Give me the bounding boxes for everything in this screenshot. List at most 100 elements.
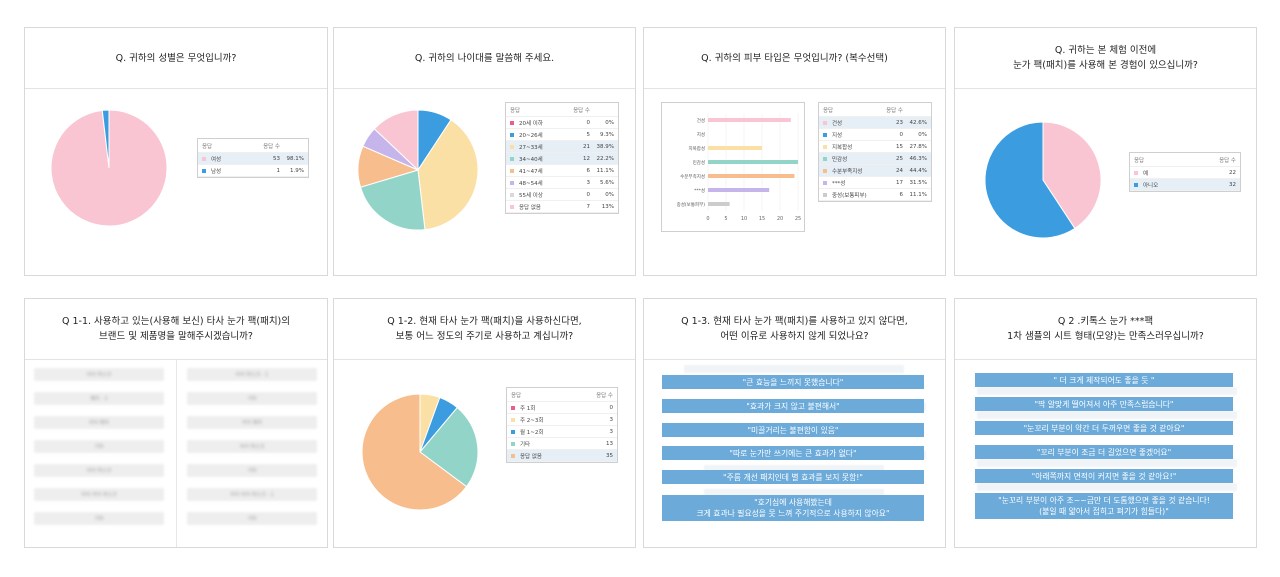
legend-count: 0 [586, 119, 591, 126]
blurred-brand-item: 아이 아이 마스크 - 1 [187, 488, 317, 501]
blurred-brand-item: 아이 패치 [187, 416, 317, 429]
legend-label: ***성 [832, 180, 846, 187]
blurred-brand-text: 아이 아이 마스크 - 1 [230, 492, 274, 498]
header-count: 응답 수 [573, 107, 590, 114]
x-tick-label: 0 [706, 216, 709, 222]
blurred-brand-text: 아이 패치 [89, 420, 109, 426]
blurred-brand-item: 아이 마스크 [187, 440, 317, 453]
table-row: 기타 13 [507, 438, 617, 450]
card-experience: Q. 귀하는 본 체험 이전에 눈가 팩(패치)를 사용해 본 경험이 있으십니… [954, 27, 1257, 276]
bar [708, 146, 762, 150]
question-header: Q. 귀하는 본 체험 이전에 눈가 팩(패치)를 사용해 본 경험이 있으십니… [955, 28, 1256, 89]
legend-count: 17 [896, 179, 903, 186]
legend-swatch [510, 132, 514, 137]
legend-count: 3 [609, 428, 614, 435]
header-response: 응답 [823, 107, 834, 114]
legend-percent: 9.3% [600, 131, 614, 138]
header-count: 응답 수 [1219, 157, 1236, 164]
legend-swatch [510, 180, 514, 185]
legend-percent: 46.3% [909, 155, 927, 162]
legend-swatch [823, 120, 827, 125]
quote-bar: "효과가 크지 않고 불편해서" [662, 399, 924, 413]
legend-label: 20~26세 [519, 132, 543, 139]
blurred-brand-text: 기타 [247, 396, 257, 402]
brand-list-left: 아이 마스크 패치 - 1 아이 패치 기타 아이 마스크 아이 아이 마스크 기타 [34, 368, 164, 536]
table-row: 중성(보통피부) 6 11.1% [819, 189, 931, 201]
legend-swatch [511, 405, 515, 410]
header-count: 응답 수 [263, 143, 280, 150]
blurred-brand-text: 기타 [247, 516, 257, 522]
legend-count: 6 [899, 191, 904, 198]
pie-chart-gender [50, 109, 168, 227]
legend-swatch [202, 168, 206, 173]
pie-slice-4 [361, 393, 468, 511]
blurred-brand-item: 기타 [187, 512, 317, 525]
blurred-brand-item: 아이 패치 [34, 416, 164, 429]
y-tick-label: 수분부족지성 [680, 173, 705, 180]
legend-count: 3 [586, 179, 591, 186]
table-header: 응답 응답 수 [819, 103, 931, 117]
blurred-brand-item: 아이 마스크 [34, 368, 164, 381]
legend-label: 응답 없음 [519, 204, 541, 211]
brand-list-right: 아이 마스크 - 1 기타 아이 패치 아이 마스크 기타 아이 아이 마스크 - 1 기타 [187, 368, 317, 536]
table-row: 응답 없음 7 13% [506, 201, 618, 213]
pie-slice-2 [417, 119, 479, 231]
question-title: Q. 귀하의 나이대를 말씀해 주세요. [414, 52, 555, 64]
legend-table-gender: 응답 응답 수 여성 53 98.1% 남성 1 1.9% [197, 138, 309, 178]
table-row: 34~40세 12 22.2% [506, 153, 618, 165]
blurred-brand-item: 기타 [34, 440, 164, 453]
table-row: 48~54세 3 5.6% [506, 177, 618, 189]
table-row: 건성 23 42.6% [819, 117, 931, 129]
y-tick-label: 중성(보통피부) [677, 201, 706, 208]
legend-label: 아니오 [1143, 182, 1159, 189]
table-row: 여성 53 98.1% [198, 153, 308, 165]
ghost-line [977, 483, 1237, 491]
blurred-brand-item: 아이 마스크 - 1 [187, 368, 317, 381]
legend-percent: 0% [918, 131, 927, 138]
legend-percent: 1.9% [290, 167, 304, 174]
blurred-brand-text: 패치 - 1 [90, 396, 108, 402]
table-row: 예 22 [1130, 167, 1240, 179]
legend-swatch [1134, 182, 1138, 187]
legend-swatch [510, 120, 514, 125]
legend-swatch [510, 168, 514, 173]
blurred-brand-item: 패치 - 1 [34, 392, 164, 405]
table-row: 아니오 32 [1130, 179, 1240, 191]
legend-table-skin: 응답 응답 수 건성 23 42.6% 지성 0 0% 지복합성 15 27.8% 민감성 25 46.3… [818, 102, 932, 202]
blurred-brand-text: 아이 마스크 [239, 444, 265, 450]
table-header: 응답 응답 수 [1130, 153, 1240, 167]
legend-percent: 13% [601, 203, 614, 210]
legend-label: 지복합성 [832, 144, 853, 151]
header-count: 응답 수 [596, 392, 613, 399]
blurred-brand-text: 아이 마스크 [86, 468, 112, 474]
ghost-line [704, 489, 884, 497]
legend-count: 53 [273, 155, 280, 162]
header-response: 응답 [1134, 157, 1145, 164]
legend-swatch [511, 429, 515, 434]
legend-count: 32 [1229, 181, 1236, 188]
quote-bar: "호기심에 사용해봤는데 크게 효과나 필요성을 못 느껴 주기적으로 사용하지… [662, 495, 924, 521]
legend-label: 월 1~2회 [520, 429, 544, 436]
legend-swatch [823, 180, 827, 185]
legend-count: 24 [896, 167, 903, 174]
question-header: Q 2 .키톡스 눈가 ***팩 1차 샘플의 시트 형태(모양)는 만족스러우… [955, 299, 1256, 360]
legend-percent: 5.6% [600, 179, 614, 186]
legend-label: 48~54세 [519, 180, 543, 187]
legend-label: 55세 이상 [519, 192, 543, 199]
legend-percent: 42.6% [909, 119, 927, 126]
blurred-brand-text: 기타 [94, 444, 104, 450]
legend-count: 25 [896, 155, 903, 162]
table-row: 55세 이상 0 0% [506, 189, 618, 201]
legend-swatch [823, 168, 827, 173]
question-header: Q. 귀하의 성별은 무엇입니까? [25, 28, 327, 89]
question-title: Q. 귀하의 성별은 무엇입니까? [115, 52, 237, 64]
pie-slice-1 [984, 121, 1076, 239]
x-tick-label: 25 [795, 216, 801, 222]
legend-count: 0 [586, 191, 591, 198]
legend-label: 주 1회 [520, 405, 536, 412]
bar [708, 118, 791, 122]
legend-count: 23 [896, 119, 903, 126]
table-header: 응답 응답 수 [198, 139, 308, 153]
header-response: 응답 [511, 392, 522, 399]
